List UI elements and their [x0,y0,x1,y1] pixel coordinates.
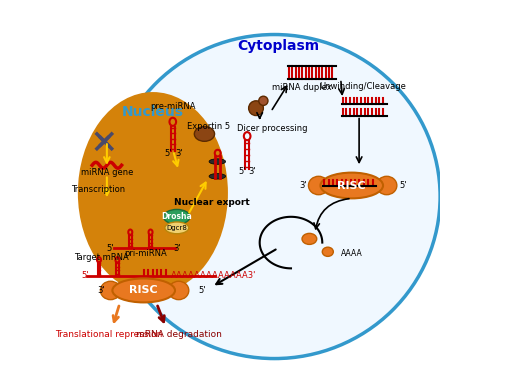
Text: 5': 5' [107,244,114,253]
Ellipse shape [79,93,226,292]
Text: 5': 5' [199,286,206,295]
Ellipse shape [249,101,263,115]
Text: RISC: RISC [130,285,158,295]
Text: Transcription: Transcription [71,185,125,194]
Ellipse shape [302,233,317,244]
Ellipse shape [259,96,268,105]
Text: AAAA: AAAA [340,249,362,258]
Text: 3': 3' [175,149,182,158]
Ellipse shape [322,247,333,256]
Ellipse shape [113,279,175,302]
Text: pre-miRNA: pre-miRNA [151,102,196,111]
Text: Nuclear export: Nuclear export [174,198,250,207]
Text: 3': 3' [173,244,181,253]
Text: RISC: RISC [337,181,366,190]
Text: Unwinding/Cleavage: Unwinding/Cleavage [319,82,406,91]
Ellipse shape [165,222,189,234]
Text: 3': 3' [97,286,105,295]
Ellipse shape [209,174,226,179]
Ellipse shape [321,173,383,198]
Text: AAAAAAAAAAAAA3': AAAAAAAAAAAAA3' [172,271,257,280]
Text: 3': 3' [299,181,307,190]
Ellipse shape [163,210,190,224]
Text: 5': 5' [238,167,246,176]
Text: 5': 5' [165,149,172,158]
Text: Cytoplasm: Cytoplasm [237,39,319,53]
Text: 5': 5' [399,181,407,190]
Ellipse shape [377,176,397,195]
Ellipse shape [109,35,440,358]
Text: Target mRNA: Target mRNA [74,253,129,262]
Text: 3': 3' [248,167,256,176]
Ellipse shape [195,127,215,141]
Text: miRNA gene: miRNA gene [81,168,133,177]
Text: 5': 5' [81,271,89,280]
Text: miRNA duplex: miRNA duplex [272,83,332,92]
Text: Nucleus: Nucleus [122,105,184,119]
Text: Exportin 5: Exportin 5 [186,122,230,131]
Text: mRNA degradation: mRNA degradation [136,330,222,339]
Text: Drosha: Drosha [161,212,192,221]
Ellipse shape [308,176,329,195]
Ellipse shape [168,281,189,300]
Ellipse shape [209,159,226,164]
Text: Dgcr8: Dgcr8 [166,225,187,231]
Text: Dicer processing: Dicer processing [238,124,308,133]
Text: pri-miRNA: pri-miRNA [124,249,167,258]
Text: Translational repression: Translational repression [55,330,162,339]
Ellipse shape [100,281,121,300]
